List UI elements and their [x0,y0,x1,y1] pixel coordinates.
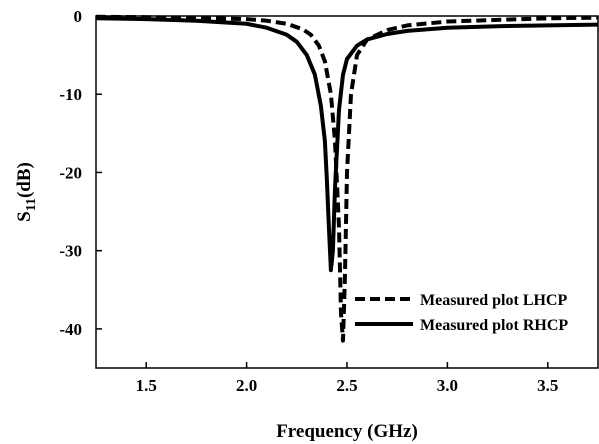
y-tick-label: -40 [59,320,82,339]
legend: Measured plot LHCP Measured plot RHCP [355,292,568,334]
series-line-lhcp [95,14,599,343]
y-axis-title-sub: 11 [24,198,39,211]
x-axis-title: Frequency (GHz) [276,421,418,442]
legend-label-lhcp: Measured plot LHCP [420,292,567,309]
series-line-rhcp [95,16,599,273]
x-axis-ticks: 1.5 2.0 2.5 3.0 3.5 [136,362,558,395]
y-tick-label: -30 [59,242,82,261]
y-axis-title-unit: (dB) [14,162,35,198]
x-tick-label: 2.0 [236,376,257,395]
y-axis-title: S11(dB) [14,162,39,222]
y-axis-title-main: S [14,211,35,222]
x-tick-label: 3.5 [537,376,558,395]
x-tick-label: 3.0 [437,376,458,395]
y-axis-ticks: 0 -10 -20 -30 -40 [59,7,102,339]
x-tick-label: 2.5 [336,376,357,395]
y-tick-label: 0 [74,7,83,26]
x-tick-label: 1.5 [136,376,157,395]
series-group [95,14,599,343]
legend-label-rhcp: Measured plot RHCP [420,317,568,334]
y-tick-label: -20 [59,163,82,182]
y-tick-label: -10 [59,85,82,104]
